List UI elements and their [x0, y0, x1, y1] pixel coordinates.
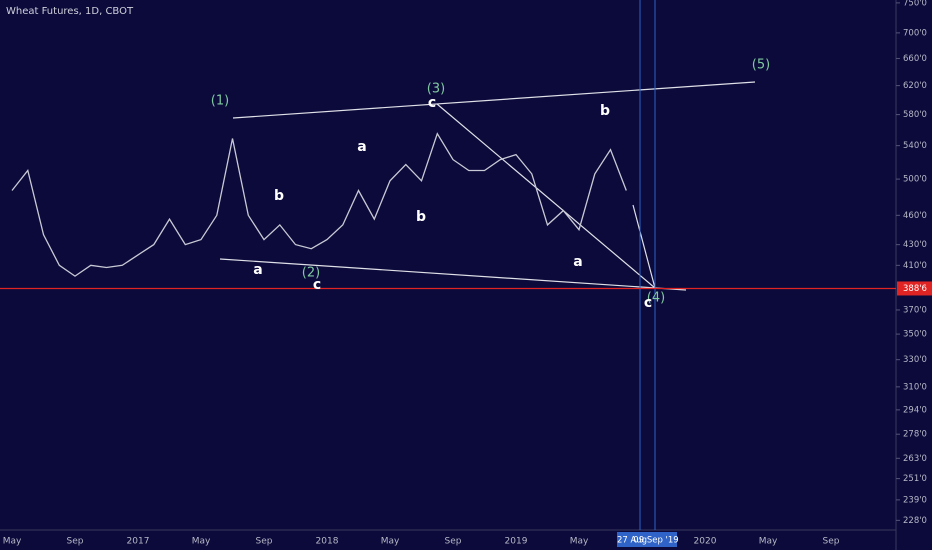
x-tick-label: 2020 [694, 537, 717, 547]
y-tick-label: 278'0 [903, 430, 927, 440]
y-tick-label: 251'0 [903, 474, 927, 484]
y-tick-label: 410'0 [903, 261, 927, 271]
y-tick-label: 620'0 [903, 81, 927, 91]
y-tick-label: 700'0 [903, 28, 927, 38]
x-tick-label: May [381, 537, 400, 547]
y-tick-label: 239'0 [903, 495, 927, 505]
x-tick-label: May [570, 537, 589, 547]
y-tick-label: 294'0 [903, 405, 927, 415]
trend-lines [219, 81, 756, 291]
x-tick-label: Sep [823, 537, 840, 547]
subwave-label: c [428, 95, 436, 111]
last-price-label: 388'6 [903, 284, 927, 294]
x-tick-label: Sep [445, 537, 462, 547]
y-tick-label: 350'0 [903, 330, 927, 340]
lower-trend-line [219, 258, 687, 291]
subwave-label: a [573, 254, 582, 270]
wave-label: (4) [647, 291, 665, 306]
y-tick-label: 263'0 [903, 454, 927, 464]
price-line [11, 132, 627, 277]
chart-title: Wheat Futures, 1D, CBOT [6, 6, 134, 17]
subwave-label: c [313, 277, 321, 293]
subwave-label: b [416, 209, 426, 225]
date-marker-label: 09 Sep '19 [633, 536, 678, 546]
wave-line [632, 204, 656, 289]
wave-label: (2) [302, 266, 320, 281]
y-tick-label: 430'0 [903, 240, 927, 250]
x-tick-label: May [759, 537, 778, 547]
wave-label: (5) [752, 58, 770, 73]
x-tick-label: Sep [67, 537, 84, 547]
wave-line [436, 103, 656, 289]
y-tick-label: 370'0 [903, 305, 927, 315]
subwave-label: a [357, 139, 366, 155]
y-tick-label: 330'0 [903, 355, 927, 365]
upper-trend-line [232, 81, 756, 119]
x-tick-label: 2018 [316, 537, 339, 547]
y-tick-label: 460'0 [903, 211, 927, 221]
y-tick-label: 540'0 [903, 141, 927, 151]
x-tick-label: 2019 [505, 537, 528, 547]
x-tick-label: 2017 [127, 537, 150, 547]
date-marker-box [617, 532, 677, 547]
y-tick-label: 228'0 [903, 516, 927, 526]
wave-label: (3) [427, 82, 445, 97]
date-marker-label: 27 Aug [617, 536, 647, 546]
x-tick-label: May [192, 537, 211, 547]
wave-label: (1) [211, 94, 229, 109]
subwave-label: b [274, 188, 284, 204]
subwave-label: c [644, 295, 652, 311]
x-tick-label: Sep [256, 537, 273, 547]
y-tick-label: 500'0 [903, 175, 927, 185]
y-tick-label: 580'0 [903, 110, 927, 120]
last-price-box [897, 281, 932, 296]
y-tick-label: 310'0 [903, 382, 927, 392]
x-tick-label: May [3, 537, 22, 547]
subwave-label: b [600, 103, 610, 119]
subwave-label: a [253, 262, 262, 278]
y-tick-label: 750'0 [903, 0, 927, 8]
y-tick-label: 660'0 [903, 54, 927, 64]
